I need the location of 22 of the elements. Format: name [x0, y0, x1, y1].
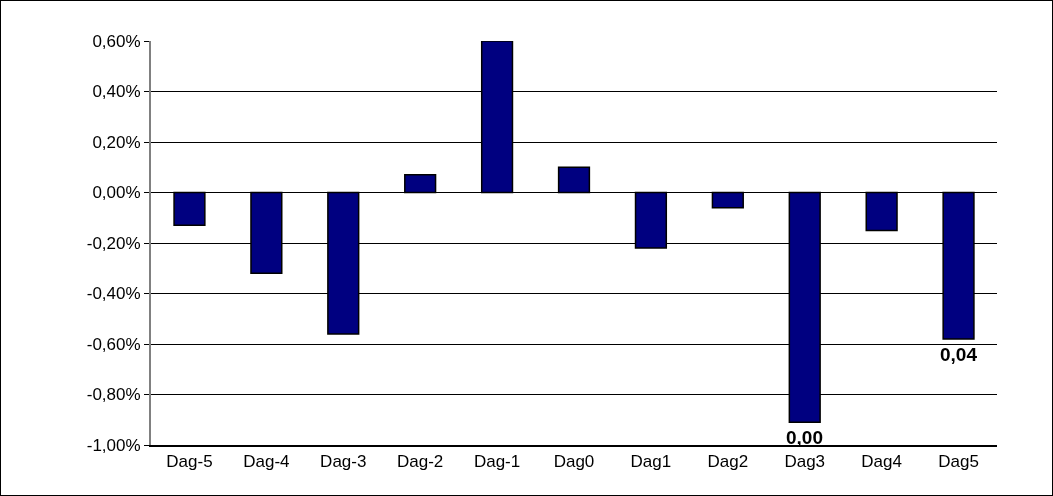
- x-tick-label: Dag5: [938, 451, 979, 471]
- y-tick-label: -0,20%: [86, 233, 141, 253]
- y-tick-label: 0,60%: [92, 31, 141, 51]
- y-tick-label: -0,40%: [86, 284, 141, 304]
- x-tick-label: Dag2: [707, 451, 749, 471]
- annotation: 0,00: [786, 427, 823, 448]
- x-tick-label: Dag-4: [243, 451, 290, 471]
- x-tick-label: Dag-3: [320, 451, 367, 471]
- x-tick-label: Dag4: [861, 451, 902, 471]
- y-tick-label: 0,00%: [92, 183, 141, 203]
- y-tick-label: 0,40%: [92, 82, 141, 102]
- x-tick-label: Dag-5: [166, 451, 213, 471]
- x-tick-label: Dag-1: [473, 451, 521, 471]
- x-tick-label: Dag3: [784, 451, 826, 471]
- y-tick-label: 0,20%: [92, 132, 141, 152]
- x-tick-label: Dag0: [553, 451, 595, 471]
- annotation: 0,04: [940, 344, 978, 365]
- y-tick-label: -0,80%: [86, 385, 141, 405]
- y-tick-label: -1,00%: [86, 435, 141, 455]
- y-tick-label: -0,60%: [86, 334, 141, 354]
- x-tick-label: Dag-2: [397, 451, 444, 471]
- x-tick-label: Dag1: [630, 451, 672, 471]
